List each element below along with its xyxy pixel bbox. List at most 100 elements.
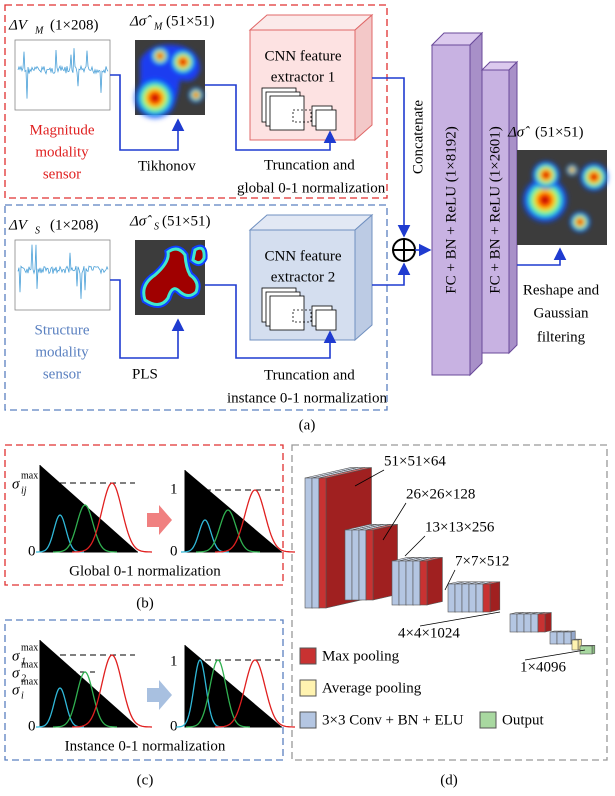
input-symbol: ΔV [8,17,29,33]
output-heatmap [517,150,609,245]
max-superscript: max [21,659,38,670]
input-subscript: M [34,25,44,36]
layer-front [510,614,517,632]
legend-swatch [300,712,316,728]
method-label: Tikhonov [138,158,196,174]
layer-front [580,646,592,654]
layer-size: 51×51×64 [384,453,446,469]
sensor-label: modality [35,344,89,360]
sensor-label: sensor [43,366,81,382]
layer-front [305,478,312,608]
axis-label: 0 [28,718,36,734]
fc-label: FC + BN + ReLU (1×8192) [443,126,459,293]
layer-front [319,478,326,608]
layer-side [592,645,595,654]
layer-side [545,613,551,632]
layer-front [413,561,420,605]
layer-front [524,614,531,632]
image-subscript: S [154,221,159,232]
fc-label: FC + BN + ReLU (1×2601) [487,126,503,293]
heatmap [133,40,205,120]
legend-swatch [300,680,316,696]
layer-size: 13×13×256 [425,519,495,535]
panel-title: Instance 0-1 normalization [65,738,226,754]
layer-front [392,561,399,605]
layer-front [469,584,476,612]
heatmap [135,240,205,315]
layer-front [517,614,524,632]
legend-label: Average pooling [322,680,422,696]
axis-label: 1 [170,653,178,669]
layer-side [427,557,442,605]
caption: (d) [440,772,458,788]
axis-label: 0 [170,543,178,559]
legend-label: Output [502,712,545,728]
caption: (a) [299,417,316,433]
max-symbol: σ [12,648,20,664]
layer-front [476,584,483,612]
sensor-label: Structure [35,322,90,338]
arrow [147,680,172,710]
layer-size: 4×4×1024 [398,625,460,641]
layer-front [312,478,319,608]
normalization-label: Truncation and [264,367,355,383]
layer-front [406,561,413,605]
layer-front [557,632,564,644]
legend-swatch [480,712,496,728]
cnn-label: extractor 2 [271,269,336,285]
max-superscript: max [21,470,38,481]
output-size: (51×51) [535,124,583,140]
layer-front [352,530,359,600]
layer-front [564,632,571,644]
cnn-label: extractor 1 [271,69,336,85]
image-symbol: Δσ̂ [129,13,152,29]
concat-label: Concatenate [410,100,426,174]
layer-size: 26×26×128 [406,486,475,502]
cnn-label: CNN feature [264,248,341,264]
caption: (c) [137,772,154,788]
legend-swatch [300,648,316,664]
normalization-label: Truncation and [264,157,355,173]
postprocess-label: Gaussian [534,305,589,321]
max-symbol: σ [12,476,20,492]
layer-front [483,584,490,612]
figure: ΔV M (1×208) Magnitude modality sensor Δ… [0,0,615,796]
layer-front [455,584,462,612]
layer-front [448,584,455,612]
input-size: (1×208) [50,17,98,33]
max-superscript: max [21,676,38,687]
sensor-label: sensor [43,166,81,182]
layer-front [366,530,373,600]
layer-front [550,632,557,644]
layer-size: 1×4096 [520,659,566,675]
method-label: PLS [132,366,158,382]
layer-side [490,582,500,612]
layer-front [359,530,366,600]
caption: (b) [136,595,154,611]
max-symbol: σ [12,665,20,681]
normalization-label: global 0-1 normalization [237,180,386,196]
layer-front [345,530,352,600]
postprocess-label: filtering [537,329,586,345]
legend-label: Max pooling [322,648,400,664]
axis-label: 0 [28,543,36,559]
sensor-label: Magnitude [30,122,95,138]
legend-label: 3×3 Conv + BN + ELU [322,712,464,728]
postprocess-label: Reshape and [523,282,600,298]
signal-plot [15,240,110,310]
signal-plot [15,40,110,110]
max-symbol: σ [12,682,20,698]
input-size: (1×208) [50,217,98,233]
layer-front [399,561,406,605]
max-superscript: max [21,642,38,653]
layer-front [538,614,545,632]
image-size: (51×51) [166,13,214,29]
image-size: (51×51) [162,213,210,229]
normalization-label: instance 0-1 normalization [227,390,387,406]
cnn-label: CNN feature [264,48,341,64]
arrow [147,505,172,535]
image-subscript: M [153,21,163,32]
input-symbol: ΔV [8,217,29,233]
max-subscript: ij [21,485,27,496]
axis-label: 1 [170,481,178,497]
